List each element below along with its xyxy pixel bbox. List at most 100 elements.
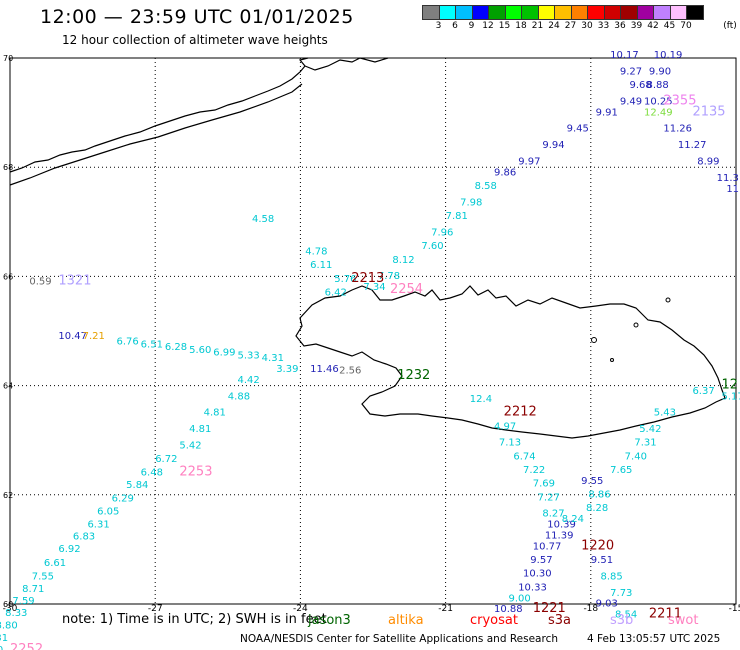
- x-tick-label: -24: [293, 604, 308, 614]
- wave-height-label: 10.88: [494, 604, 523, 615]
- satellite-s3b: s3b: [610, 613, 634, 628]
- pass-time-label: 2252: [10, 642, 43, 650]
- wave-height-label: 7.40: [625, 451, 647, 462]
- generation-timestamp: 4 Feb 13:05:57 UTC 2025: [587, 633, 721, 645]
- wave-height-label: 6.28: [165, 342, 187, 353]
- satellite-altika: altika: [388, 613, 424, 628]
- wave-height-label: 7.73: [610, 588, 632, 599]
- pass-time-label: 2212: [504, 405, 537, 420]
- colorbar-tick-label: 42: [647, 21, 659, 31]
- colorbar-tick-label: 21: [531, 21, 544, 31]
- wave-height-label: 10.47: [58, 331, 87, 342]
- wave-height-label: 10.17: [610, 50, 639, 61]
- colorbar-tick-label: 9: [468, 21, 475, 31]
- wave-height-label: 5.42: [179, 440, 201, 451]
- colorbar-tick-label: 36: [614, 21, 626, 31]
- wave-height-label: 4.81: [204, 408, 226, 419]
- colorbar-tick-label: 15: [498, 21, 511, 31]
- wave-height-label: 7.81: [446, 211, 468, 222]
- y-tick-label: 60: [3, 600, 13, 609]
- colorbar-swatch: [686, 5, 704, 20]
- wave-height-label: 7.31: [634, 438, 656, 449]
- wave-height-label: 8.28: [586, 503, 608, 514]
- satellite-s3a: s3a: [548, 613, 572, 628]
- wave-height-label: 8.54: [615, 610, 637, 621]
- wave-height-label: 5.60: [189, 345, 211, 356]
- y-tick-label: 66: [3, 272, 13, 281]
- colorbar-tick-label: 33: [597, 21, 610, 31]
- colorbar-tick-label: 39: [630, 21, 643, 31]
- credit-text: NOAA/NESDIS Center for Satellite Applica…: [240, 633, 558, 645]
- wave-height-label: 10.77: [533, 541, 562, 552]
- wave-height-label: 9.00: [0, 645, 3, 650]
- y-tick-label: 68: [3, 163, 13, 172]
- wave-height-label: 6.51: [141, 339, 163, 350]
- wave-height-label: 6.92: [58, 544, 80, 555]
- x-tick-label: -15: [729, 604, 740, 614]
- pass-time-label: 2355: [663, 93, 696, 108]
- wave-height-label: 12.49: [644, 107, 673, 118]
- wave-height-label: 7.60: [421, 241, 443, 252]
- wave-height-label: 6.99: [213, 348, 235, 359]
- wave-height-label: 8.24: [562, 514, 584, 525]
- wave-height-label: 10.33: [518, 582, 547, 593]
- wave-height-label: 9.94: [542, 140, 564, 151]
- wave-height-label: 8.33: [5, 608, 27, 619]
- wave-height-label: 9.68: [630, 80, 652, 91]
- y-tick-label: 64: [3, 382, 13, 391]
- page-subtitle: 12 hour collection of altimeter wave hei…: [62, 33, 328, 47]
- pass-time-label: 1321: [58, 274, 91, 289]
- colorbar-tick-label: 45: [663, 21, 676, 31]
- pass-time-label: 2213: [351, 271, 384, 286]
- wave-height-label: 11.27: [678, 140, 707, 151]
- wave-height-label: 9.91: [596, 107, 618, 118]
- wave-height-label: 6.83: [73, 532, 95, 543]
- wave-height-label: 5.17: [721, 391, 740, 402]
- wave-height-label: 11.54: [726, 184, 740, 195]
- pass-time-label: 1221: [533, 601, 566, 616]
- wave-height-label: 6.74: [513, 451, 535, 462]
- wave-height-label: 9.55: [581, 476, 603, 487]
- wave-height-label: 5.84: [126, 480, 148, 491]
- wave-height-label: 7.27: [538, 492, 560, 503]
- iceland-coastline: [295, 285, 726, 439]
- wave-height-label: 7.21: [83, 331, 105, 342]
- wave-height-label: 5.42: [639, 424, 661, 435]
- wave-height-label: 7.34: [363, 282, 385, 293]
- colorbar-unit: (ft): [723, 21, 737, 31]
- pass-time-label: 1220: [581, 538, 614, 553]
- colorbar-tick-label: 18: [515, 21, 527, 31]
- wave-height-label: 0.59: [29, 277, 51, 288]
- wave-height-label: 6.29: [112, 493, 134, 504]
- pass-time-label: 2254: [390, 282, 423, 297]
- satellite-swot: swot: [668, 613, 699, 628]
- wave-height-label: 11.39: [545, 530, 574, 541]
- wave-height-label: 7.59: [12, 596, 34, 607]
- wave-height-label: 9.97: [518, 156, 540, 167]
- wave-height-label: 8.99: [697, 156, 719, 167]
- wave-height-label: 8.88: [646, 80, 668, 91]
- wave-height-label: 8.80: [0, 621, 18, 632]
- wave-height-label: 4.78: [305, 247, 327, 258]
- wave-height-label: 8.58: [475, 181, 497, 192]
- wave-height-label: 7.98: [460, 197, 482, 208]
- wave-height-label: 10.39: [547, 520, 576, 531]
- wave-height-label: 4.31: [262, 353, 284, 364]
- x-tick-label: -30: [3, 604, 18, 614]
- axis-tick-labels: -30 -27 -24 -21 -18 -15 70 68 66 64 62 60: [3, 54, 740, 614]
- wave-height-label: 10.25: [644, 96, 673, 107]
- wave-height-label: 9.51: [591, 555, 613, 566]
- graticule: [10, 58, 736, 604]
- plot-frame: [9, 57, 737, 605]
- pass-time-label: 1232: [397, 368, 430, 383]
- colorbar-tick-label: 3: [435, 21, 442, 31]
- wave-height-label: 11.26: [663, 124, 692, 135]
- colorbar-tick-label: 30: [581, 21, 593, 31]
- wave-height-label: 8.86: [588, 490, 610, 501]
- wave-height-label: 6.61: [44, 558, 66, 569]
- satellite-cryosat: cryosat: [470, 613, 518, 628]
- wave-height-label: 9.49: [620, 96, 642, 107]
- colorbar-tick-label: 6: [452, 21, 458, 31]
